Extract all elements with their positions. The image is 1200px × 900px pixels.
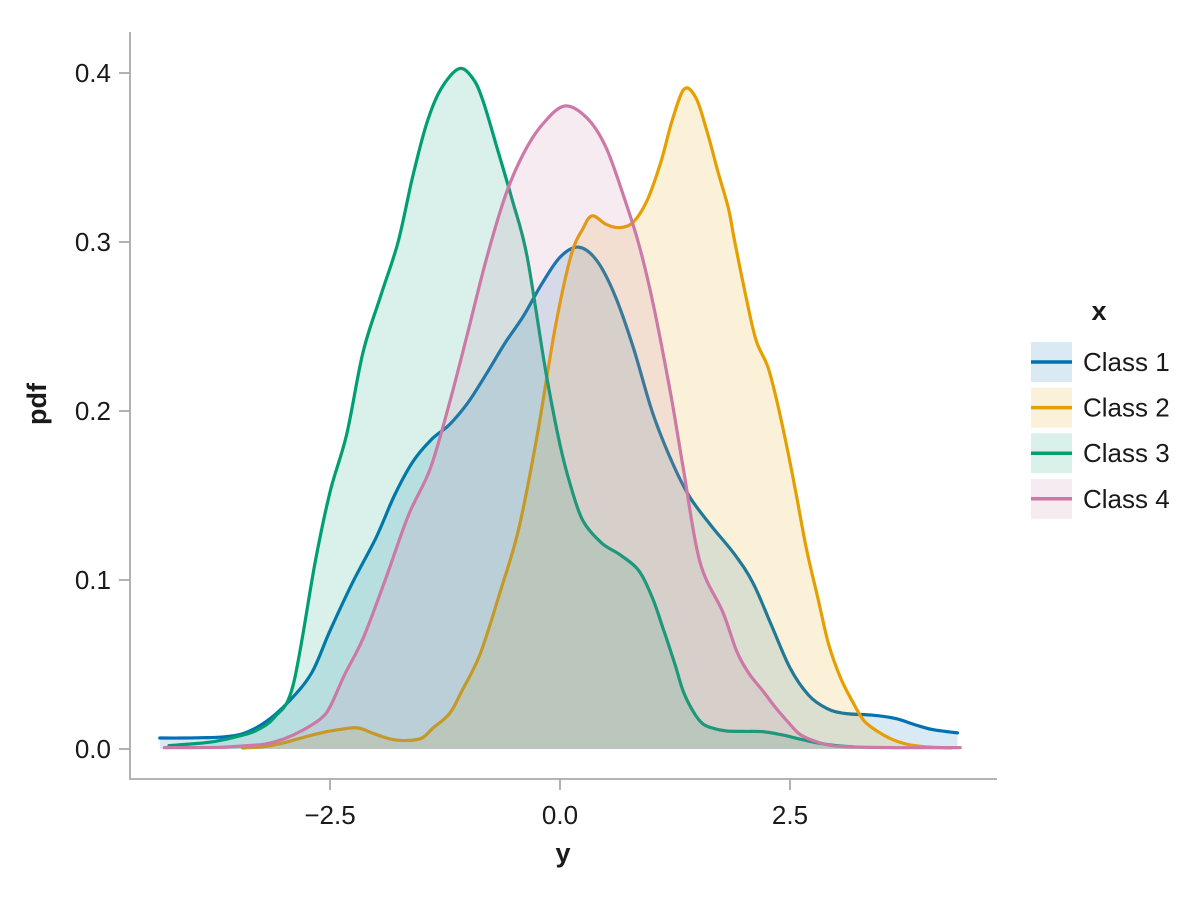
y-tick-label: 0.3: [75, 227, 111, 257]
density-curve-class-4: [162, 104, 962, 750]
legend-label: Class 1: [1083, 347, 1170, 377]
axis-spines: [129, 32, 997, 780]
legend-title: x: [1091, 296, 1106, 326]
legend-entries: Class 1 Class 2 Class 3 Class 4: [1031, 342, 1170, 519]
x-tick-label: 2.5: [772, 800, 808, 830]
density-area-class-4: [164, 105, 961, 750]
y-tick-label: 0.1: [75, 565, 111, 595]
density-curve-class-1: [158, 245, 959, 740]
legend-entry-class-4: Class 4: [1031, 478, 1170, 519]
y-axis-ticks: 0.0 0.1 0.2 0.3 0.4: [75, 58, 130, 764]
legend: x Class 1 Class 2 Class 3 Class 4: [1031, 296, 1170, 519]
legend-entry-class-1: Class 1: [1031, 342, 1170, 382]
x-tick-label: 0.0: [542, 800, 578, 830]
legend-label: Class 3: [1083, 438, 1170, 468]
y-tick-label: 0.4: [75, 58, 111, 88]
density-area-class-2: [242, 87, 952, 750]
density-series-class-1: [158, 245, 959, 749]
y-axis-label: pdf: [22, 382, 52, 425]
density-series-class-4: [162, 104, 962, 750]
density-curves: [158, 66, 962, 750]
y-tick-label: 0.2: [75, 396, 111, 426]
y-tick-label: 0.0: [75, 734, 111, 764]
legend-label: Class 4: [1083, 484, 1170, 514]
density-curve-class-3: [167, 66, 856, 749]
density-area-class-3: [169, 68, 855, 750]
density-series-class-3: [167, 66, 856, 750]
x-tick-label: −2.5: [304, 800, 355, 830]
density-series-class-2: [241, 86, 953, 750]
density-curve-class-2: [241, 86, 953, 750]
legend-label: Class 2: [1083, 393, 1170, 423]
density-area-class-1: [159, 247, 958, 749]
x-axis-ticks: −2.5 0.0 2.5: [304, 779, 808, 830]
legend-entry-class-3: Class 3: [1031, 433, 1170, 474]
x-axis-label: y: [555, 838, 570, 868]
legend-entry-class-2: Class 2: [1031, 387, 1170, 428]
